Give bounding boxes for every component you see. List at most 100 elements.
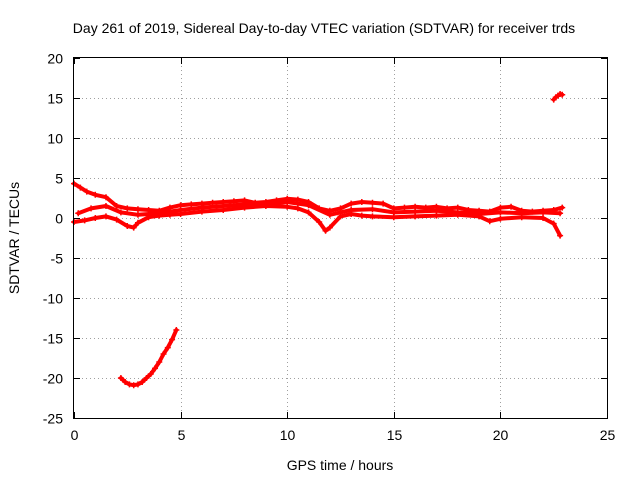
data-point	[130, 382, 137, 389]
data-point	[348, 200, 355, 207]
data-point	[369, 206, 376, 213]
data-point	[126, 381, 133, 388]
data-point	[390, 209, 397, 216]
data-point	[486, 218, 493, 225]
y-tick-label: -15	[43, 331, 63, 347]
data-point	[326, 211, 333, 218]
grid-layer	[74, 58, 607, 418]
data-point	[369, 213, 376, 220]
data-point	[134, 206, 141, 213]
data-point	[326, 224, 333, 231]
data-point	[102, 203, 109, 209]
data-point	[369, 199, 376, 206]
data-point	[147, 371, 154, 377]
data-point	[139, 379, 146, 385]
x-tick-label: 0	[71, 427, 79, 443]
data-point	[164, 344, 171, 351]
plot-frame	[73, 57, 608, 419]
data-point	[557, 232, 564, 239]
data-point	[380, 200, 387, 207]
data-point	[550, 220, 557, 227]
data-point	[476, 211, 483, 217]
y-tick-label: 20	[47, 51, 63, 67]
data-point	[173, 327, 180, 333]
data-point	[358, 199, 365, 205]
data-point	[454, 209, 461, 216]
data-point	[113, 216, 120, 223]
data-point	[124, 223, 131, 229]
ticks-layer: 0 5 10 15 20 25 -25 -20 -15 -10 -5 0 5 10 15 20	[43, 51, 616, 444]
data-point	[540, 215, 547, 221]
data-point	[130, 224, 137, 231]
data-point	[262, 201, 269, 208]
data-point	[102, 194, 109, 201]
data-point	[92, 215, 99, 221]
data-point	[134, 381, 141, 388]
data-point	[134, 211, 141, 218]
data-point	[77, 184, 84, 191]
data-point	[348, 207, 355, 213]
data-point	[241, 201, 248, 208]
x-tick-label: 20	[493, 427, 509, 443]
data-point	[83, 188, 90, 195]
data-point	[358, 212, 365, 219]
y-tick-label: 0	[55, 211, 63, 227]
data-point	[316, 219, 323, 225]
data-point	[169, 336, 176, 343]
data-point	[88, 205, 95, 212]
data-point	[284, 199, 291, 205]
sdtvar-main-band-middle	[75, 199, 564, 218]
data-point	[81, 217, 88, 224]
data-point	[188, 201, 195, 208]
y-tick-label: 5	[55, 171, 63, 187]
data-point	[294, 205, 301, 212]
series-layer	[71, 91, 566, 389]
sdtvar-low-arc-trace	[118, 328, 179, 388]
x-tick-label: 15	[387, 427, 403, 443]
x-tick-label: 25	[600, 427, 616, 443]
data-point	[143, 375, 150, 381]
data-point	[322, 227, 329, 234]
data-point	[559, 204, 566, 211]
data-point	[117, 209, 124, 216]
data-point	[117, 375, 124, 381]
data-point	[198, 204, 205, 211]
y-tick-label: -25	[43, 411, 63, 427]
data-point	[152, 365, 159, 372]
data-point	[102, 213, 109, 220]
y-tick-label: -10	[43, 291, 63, 307]
data-point	[305, 202, 312, 209]
sdtvar-high-segment	[550, 91, 566, 103]
x-tick-label: 5	[178, 427, 186, 443]
data-point	[518, 210, 525, 217]
data-point	[497, 209, 504, 216]
y-tick-label: 10	[47, 131, 63, 147]
y-tick-label: 15	[47, 91, 63, 107]
data-point	[557, 210, 564, 217]
data-point	[156, 359, 163, 365]
data-point	[497, 215, 504, 222]
data-point	[156, 210, 163, 217]
chart-title: Day 261 of 2019, Sidereal Day-to-day VTE…	[73, 20, 575, 36]
data-point	[177, 207, 184, 213]
data-point	[540, 209, 547, 216]
data-point	[559, 91, 566, 98]
data-point	[134, 219, 141, 226]
x-tick-label: 10	[280, 427, 296, 443]
y-axis-label: SDTVAR / TECUs	[6, 182, 22, 294]
x-axis-label: GPS time / hours	[287, 457, 394, 473]
sdtvar-low-arc	[117, 327, 180, 389]
data-point	[124, 205, 131, 212]
data-point	[433, 207, 440, 214]
data-point	[122, 379, 129, 385]
data-point	[220, 203, 227, 209]
data-point	[75, 210, 82, 217]
data-point	[412, 208, 419, 215]
data-point	[92, 191, 99, 198]
data-point	[508, 203, 515, 210]
y-tick-label: -20	[43, 371, 63, 387]
data-point	[160, 351, 167, 357]
data-point	[401, 204, 408, 211]
